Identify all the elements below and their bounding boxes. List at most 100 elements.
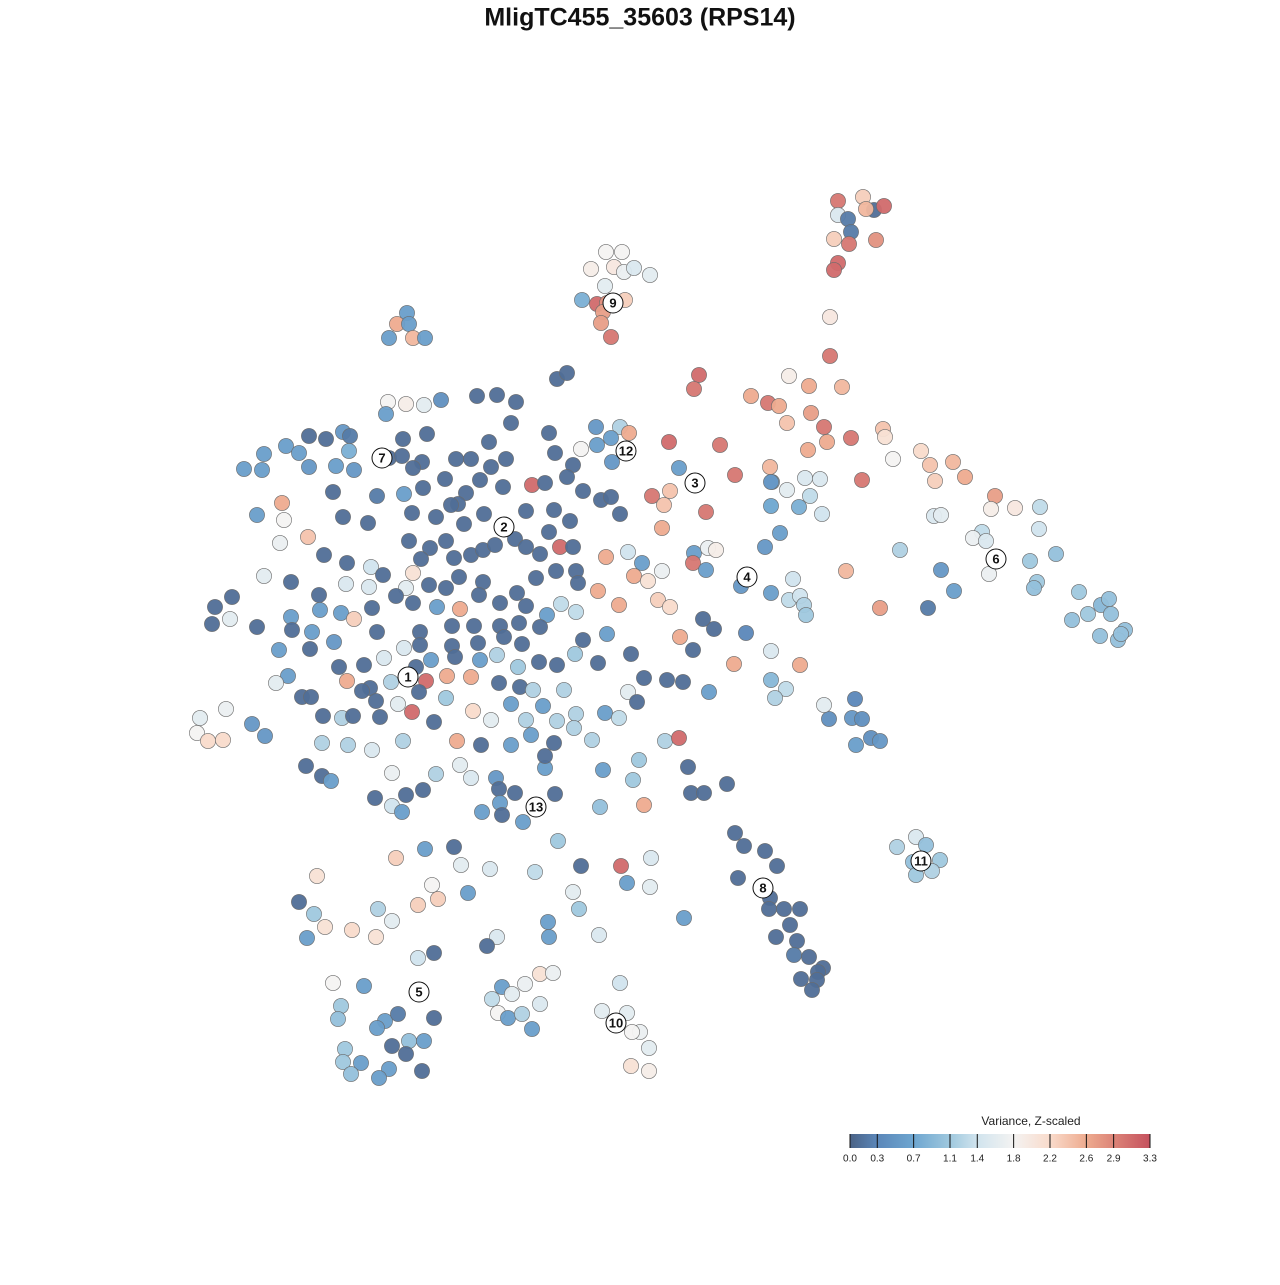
cluster-badge <box>615 440 637 462</box>
point <box>945 454 961 470</box>
point <box>816 419 832 435</box>
point <box>562 513 578 529</box>
point <box>302 641 318 657</box>
point <box>776 901 792 917</box>
point <box>927 473 943 489</box>
point <box>430 891 446 907</box>
point <box>417 841 433 857</box>
point <box>568 706 584 722</box>
cluster-badge <box>602 292 624 314</box>
point <box>453 857 469 873</box>
point <box>353 1055 369 1071</box>
point <box>325 484 341 500</box>
point <box>584 732 600 748</box>
point <box>344 922 360 938</box>
point <box>342 428 358 444</box>
point <box>371 1070 387 1086</box>
point <box>325 975 341 991</box>
point <box>509 585 525 601</box>
point <box>771 398 787 414</box>
cluster-badge <box>752 877 774 899</box>
point <box>405 460 421 476</box>
point <box>604 454 620 470</box>
point <box>330 1011 346 1027</box>
point <box>847 691 863 707</box>
point <box>1022 553 1038 569</box>
point <box>603 489 619 505</box>
point <box>1007 500 1023 516</box>
point <box>654 563 670 579</box>
point <box>207 599 223 615</box>
cluster-badge <box>525 796 547 818</box>
point <box>458 485 474 501</box>
point <box>571 901 587 917</box>
point <box>671 730 687 746</box>
point <box>567 646 583 662</box>
point <box>346 611 362 627</box>
point <box>472 472 488 488</box>
point <box>957 469 973 485</box>
point <box>793 971 809 987</box>
point <box>654 520 670 536</box>
point <box>643 850 659 866</box>
point <box>826 231 842 247</box>
point <box>423 652 439 668</box>
colorbar-tick-label: 0.0 <box>843 1154 857 1165</box>
point <box>384 1038 400 1054</box>
point <box>611 710 627 726</box>
point <box>495 479 511 495</box>
point <box>598 549 614 565</box>
point <box>390 696 406 712</box>
point <box>661 434 677 450</box>
point <box>333 998 349 1014</box>
colorbar-scale <box>850 1134 1150 1148</box>
point <box>268 675 284 691</box>
point <box>483 712 499 728</box>
point <box>471 587 487 603</box>
point <box>789 933 805 949</box>
point <box>676 910 692 926</box>
point <box>378 406 394 422</box>
point <box>626 568 642 584</box>
point <box>603 430 619 446</box>
point <box>553 596 569 612</box>
point <box>276 512 292 528</box>
point <box>517 976 533 992</box>
point <box>291 445 307 461</box>
point <box>532 619 548 635</box>
point <box>524 1021 540 1037</box>
point <box>736 838 752 854</box>
point <box>489 387 505 403</box>
point <box>841 236 857 252</box>
point <box>933 507 949 523</box>
point <box>800 442 816 458</box>
point <box>390 1006 406 1022</box>
point <box>575 483 591 499</box>
point <box>821 711 837 727</box>
point <box>590 655 606 671</box>
point <box>456 516 472 532</box>
point <box>298 758 314 774</box>
point <box>340 737 356 753</box>
point <box>271 642 287 658</box>
point <box>598 244 614 260</box>
point <box>496 629 512 645</box>
point <box>401 316 417 332</box>
point <box>662 483 678 499</box>
point <box>1031 521 1047 537</box>
point <box>304 624 320 640</box>
cluster-label: 12 <box>619 443 633 458</box>
point <box>840 211 856 227</box>
point <box>364 742 380 758</box>
point <box>590 583 606 599</box>
point <box>726 656 742 672</box>
point <box>621 425 637 441</box>
point <box>565 539 581 555</box>
point <box>613 858 629 874</box>
point <box>369 1020 385 1036</box>
point <box>626 260 642 276</box>
point <box>466 618 482 634</box>
point <box>404 704 420 720</box>
point <box>326 634 342 650</box>
